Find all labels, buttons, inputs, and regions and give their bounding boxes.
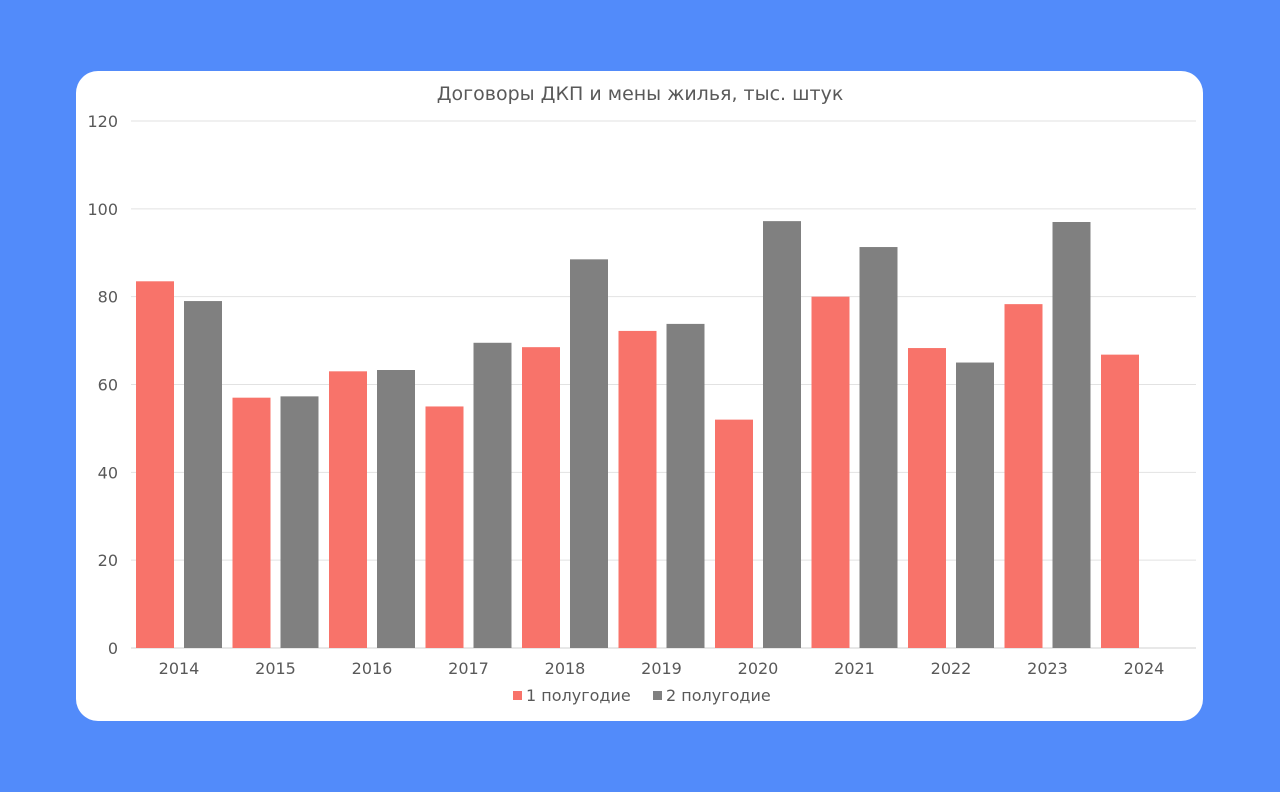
bar-2018-2 <box>570 259 608 648</box>
bar-2018-1 <box>522 347 560 648</box>
bar-2022-2 <box>956 362 994 648</box>
y-tick-label: 0 <box>108 639 118 658</box>
bar-2022-1 <box>908 348 946 648</box>
bar-2017-2 <box>473 342 512 648</box>
bar-2024-1 <box>1101 354 1139 648</box>
bar-2023-1 <box>1004 304 1043 648</box>
bar-2014-2 <box>184 301 222 648</box>
x-tick-label: 2023 <box>1027 659 1068 678</box>
x-tick-label: 2020 <box>738 659 779 678</box>
x-tick-label: 2015 <box>255 659 296 678</box>
bar-2023-2 <box>1052 222 1091 648</box>
bar-2019-2 <box>666 323 705 648</box>
x-tick-label: 2014 <box>159 659 200 678</box>
bar-2015-2 <box>280 396 319 648</box>
bar-2019-1 <box>618 330 657 648</box>
legend-swatch-1 <box>513 691 522 700</box>
y-tick-label: 80 <box>98 288 118 307</box>
legend: 1 полугодие 2 полугодие <box>513 686 771 705</box>
legend-label-2: 2 полугодие <box>666 686 771 705</box>
bar-2015-1 <box>232 397 271 648</box>
bar-2014-1 <box>136 281 174 648</box>
y-tick-label: 60 <box>98 376 118 395</box>
legend-label-1: 1 полугодие <box>526 686 631 705</box>
x-tick-label: 2022 <box>931 659 972 678</box>
bars <box>136 221 1139 648</box>
bar-2020-1 <box>715 419 753 648</box>
x-tick-label: 2018 <box>545 659 586 678</box>
bar-2020-2 <box>763 221 801 648</box>
bar-2021-2 <box>859 247 898 648</box>
bar-2016-2 <box>377 370 415 648</box>
y-tick-label: 40 <box>98 463 118 482</box>
y-tick-label: 120 <box>87 112 118 131</box>
x-tick-label: 2024 <box>1124 659 1165 678</box>
bar-2017-1 <box>425 406 464 648</box>
chart-card: Договоры ДКП и мены жилья, тыс. штук 0 20… <box>76 71 1203 721</box>
bar-chart: Договоры ДКП и мены жилья, тыс. штук 0 20… <box>87 83 1196 705</box>
chart-title: Договоры ДКП и мены жилья, тыс. штук <box>437 83 844 105</box>
y-axis-ticks: 0 20 40 60 80 100 120 <box>87 112 118 658</box>
x-tick-label: 2021 <box>834 659 875 678</box>
x-axis-ticks: 2014 2015 2016 2017 2018 2019 2020 2021 2022 2023… <box>159 659 1165 678</box>
y-tick-label: 100 <box>87 200 118 219</box>
x-tick-label: 2019 <box>641 659 682 678</box>
bar-2021-1 <box>811 296 850 648</box>
y-tick-label: 20 <box>98 551 118 570</box>
legend-swatch-2 <box>653 691 662 700</box>
bar-2016-1 <box>329 371 367 648</box>
x-tick-label: 2016 <box>352 659 393 678</box>
x-tick-label: 2017 <box>448 659 489 678</box>
